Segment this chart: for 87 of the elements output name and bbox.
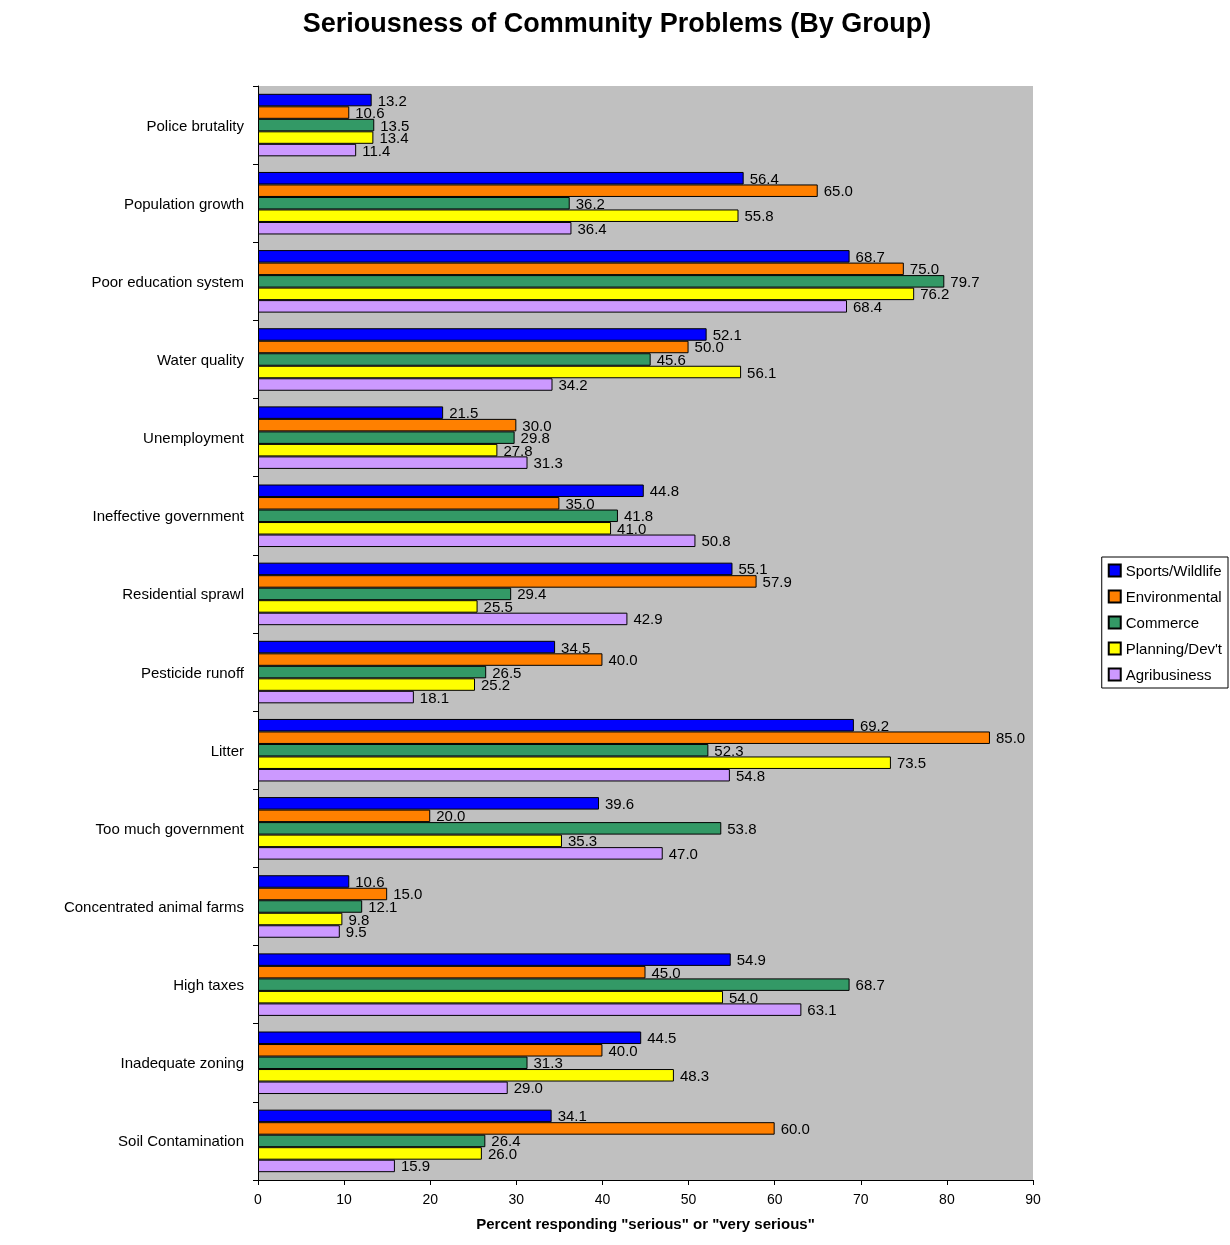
data-label: 20.0	[436, 807, 466, 825]
data-label: 54.0	[729, 988, 759, 1006]
data-label: 56.4	[749, 169, 779, 187]
chart-title: Seriousness of Community Problems (By Group)	[302, 7, 932, 38]
data-label: 54.9	[736, 951, 766, 969]
data-label: 26.5	[492, 663, 522, 681]
data-label: 68.7	[855, 976, 885, 994]
data-label: 73.5	[896, 754, 927, 772]
x-tick-label: 60	[766, 1191, 783, 1207]
data-label: 10.6	[355, 872, 385, 890]
data-label: 36.2	[575, 194, 605, 212]
data-label: 55.1	[738, 560, 768, 578]
y-tick-label: Unemployment	[143, 429, 245, 447]
data-label: 45.6	[656, 351, 686, 368]
legend-label: Environmental	[1125, 588, 1222, 605]
data-label: 41.8	[623, 507, 654, 525]
legend-label: Agribusiness	[1125, 666, 1212, 683]
y-tick-label: Pesticide runoff	[140, 663, 245, 681]
data-label: 45.0	[651, 963, 681, 981]
data-label: 31.3	[533, 1054, 563, 1072]
y-tick-label: Population growth	[123, 194, 244, 212]
data-label: 44.8	[649, 482, 679, 500]
y-tick-label: Poor education system	[91, 272, 244, 290]
data-label: 25.5	[483, 597, 513, 615]
data-label: 18.1	[419, 688, 450, 706]
data-label: 34.1	[557, 1107, 587, 1125]
x-tick-label: 90	[1025, 1191, 1041, 1207]
x-tick-label: 40	[594, 1191, 611, 1207]
data-label: 56.1	[747, 363, 777, 381]
data-label: 35.3	[567, 832, 598, 850]
data-label: 68.7	[855, 247, 885, 265]
y-tick-label: Too much government	[95, 819, 245, 837]
data-label: 34.5	[561, 638, 591, 656]
data-label: 36.4	[577, 219, 607, 237]
x-tick-label: 50	[680, 1191, 697, 1207]
y-tick-label: Water quality	[157, 351, 245, 368]
data-label: 76.2	[920, 285, 950, 303]
data-label: 47.0	[668, 844, 698, 862]
data-label: 31.3	[533, 454, 563, 472]
data-label: 40.0	[608, 651, 638, 669]
data-label: 29.4	[517, 585, 547, 603]
x-tick-label: 0	[254, 1191, 263, 1207]
data-label: 34.2	[558, 376, 588, 394]
data-label: 54.8	[735, 766, 766, 784]
data-label: 48.3	[679, 1066, 710, 1084]
legend-label: Sports/Wildlife	[1125, 562, 1222, 579]
data-label: 35.0	[565, 494, 595, 512]
data-label: 26.4	[491, 1132, 521, 1150]
y-tick-label: Concentrated animal farms	[63, 898, 244, 915]
data-label: 55.8	[744, 207, 774, 225]
y-tick-label: Inadequate zoning	[120, 1054, 244, 1072]
legend-label: Commerce	[1125, 614, 1200, 631]
y-tick-label: High taxes	[173, 976, 244, 994]
data-label: 75.0	[909, 260, 940, 278]
y-tick-label: Ineffective government	[92, 507, 245, 525]
data-label: 79.7	[950, 272, 980, 290]
data-label: 85.0	[995, 729, 1026, 747]
x-tick-label: 70	[852, 1191, 869, 1207]
data-label: 65.0	[823, 182, 853, 200]
data-label: 9.8	[348, 910, 370, 928]
data-label: 42.9	[633, 610, 663, 628]
data-label: 52.3	[714, 741, 744, 759]
y-tick-label: Litter	[210, 741, 244, 759]
x-tick-label: 30	[508, 1191, 525, 1207]
y-tick-label: Residential sprawl	[122, 585, 244, 603]
data-label: 40.0	[608, 1041, 638, 1059]
data-label: 60.0	[780, 1119, 810, 1137]
legend-label: Planning/Dev't	[1125, 640, 1223, 657]
data-label: 53.8	[727, 819, 757, 837]
data-label: 39.6	[605, 794, 635, 812]
data-label: 29.0	[513, 1079, 543, 1097]
data-label: 44.5	[647, 1029, 677, 1047]
data-label: 68.4	[853, 297, 883, 315]
data-label: 30.0	[522, 416, 552, 434]
x-tick-label: 10	[336, 1191, 353, 1207]
y-tick-label: Police brutality	[146, 116, 245, 134]
data-label: 69.2	[859, 716, 890, 734]
data-label: 52.1	[712, 325, 742, 343]
x-tick-label: 80	[939, 1191, 955, 1207]
x-axis-title: Percent responding "serious" or "very serious"	[476, 1215, 815, 1232]
x-tick-label: 20	[422, 1191, 439, 1207]
data-label: 21.5	[449, 404, 479, 422]
data-label: 50.8	[701, 532, 731, 550]
y-tick-label: Soil Contamination	[118, 1132, 244, 1150]
data-label: 15.9	[400, 1157, 431, 1175]
data-label: 13.2	[377, 91, 407, 109]
data-label: 63.1	[807, 1001, 837, 1019]
